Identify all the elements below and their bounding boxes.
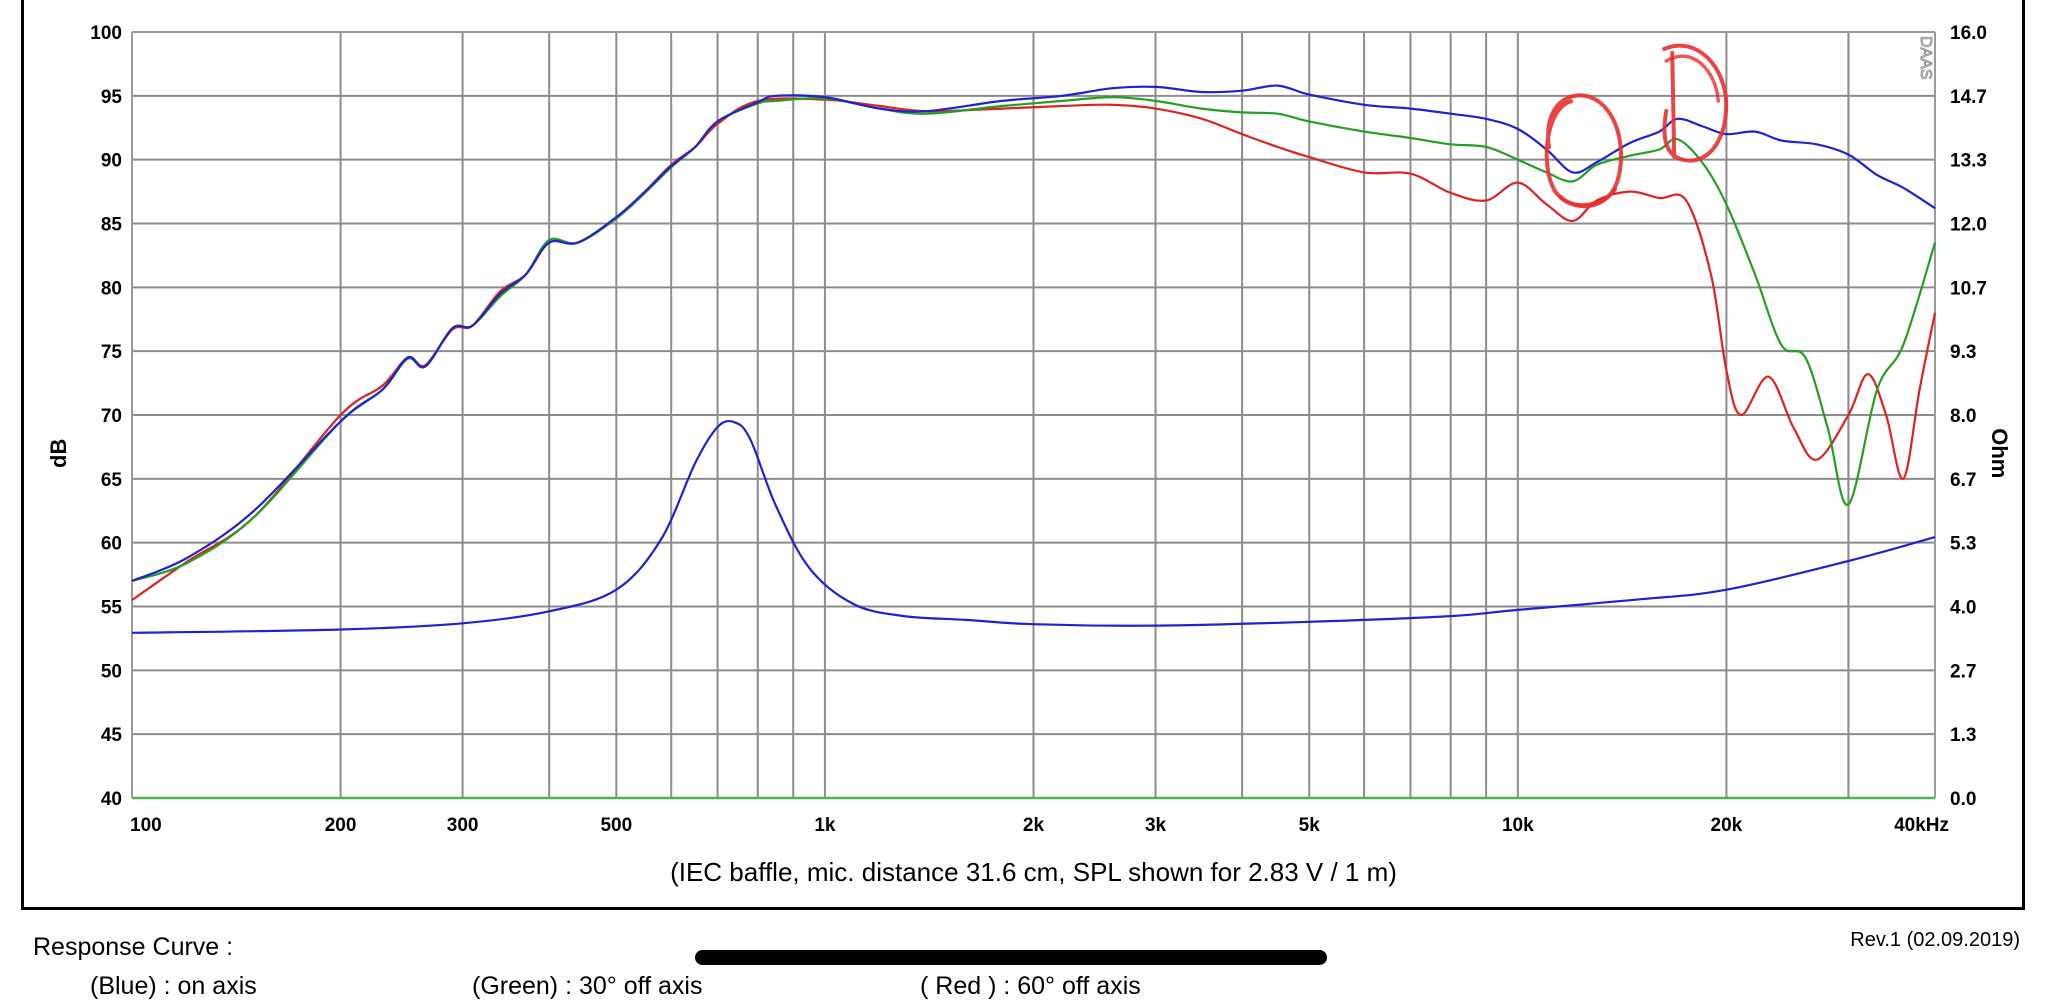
y-tick-label: 55 xyxy=(101,598,123,619)
y-tick-label: 90 xyxy=(101,151,122,172)
y-tick-label: 80 xyxy=(101,278,122,299)
y2-tick-label: 12.0 xyxy=(1950,215,1987,236)
legend-key: ( Red ) xyxy=(920,972,997,1000)
legend-key: (Green) xyxy=(472,972,559,1000)
tick-labels: 40 45 50 55 60 65 70 75 80 85 90 95 100 0.0 1.3 2.7 4.0 5… xyxy=(90,23,1987,836)
x-tick-label: 1k xyxy=(814,815,836,836)
y-tick-label: 60 xyxy=(101,534,122,555)
y-tick-label: 45 xyxy=(101,725,123,746)
revision-label: Rev.1 (02.09.2019) xyxy=(1850,929,2020,951)
y-tick-label: 75 xyxy=(101,342,123,363)
x-tick-label: 10k xyxy=(1502,815,1534,836)
response-curve-title: Response Curve : xyxy=(33,933,234,961)
series-line-on-axis xyxy=(131,84,1936,583)
legend-item-blue: (Blue) : on axis xyxy=(90,972,257,1001)
plot-border xyxy=(131,31,1936,800)
x-tick-label: 100 xyxy=(130,815,162,836)
y2-axis-title: Ohm xyxy=(1987,428,2012,478)
legend-text: : 30° off axis xyxy=(565,972,703,1000)
legend-text: : 60° off axis xyxy=(1003,972,1141,1000)
legend-item-green: (Green) : 30° off axis xyxy=(472,972,702,1001)
legend-item-red: ( Red ) : 60° off axis xyxy=(920,972,1141,1001)
annotation-loop-mark xyxy=(1662,43,1729,163)
y2-tick-label: 6.7 xyxy=(1950,470,1976,491)
y-tick-label: 70 xyxy=(101,406,122,427)
y2-tick-label: 8.0 xyxy=(1950,406,1976,427)
legend-key: (Blue) xyxy=(90,972,157,1000)
series-line-impedance xyxy=(131,419,1936,634)
y-tick-label: 85 xyxy=(101,215,123,236)
frequency-response-chart: 40 45 50 55 60 65 70 75 80 85 90 95 100 0.0 1.3 2.7 4.0 5… xyxy=(46,23,2012,887)
legend-text: : on axis xyxy=(163,972,257,1000)
y2-tick-label: 9.3 xyxy=(1950,342,1976,363)
y-tick-label: 95 xyxy=(101,87,123,108)
y2-tick-label: 14.7 xyxy=(1950,87,1987,108)
y2-tick-label: 13.3 xyxy=(1950,151,1987,172)
y2-tick-label: 2.7 xyxy=(1950,661,1976,682)
y-tick-label: 100 xyxy=(90,23,122,44)
home-indicator-bar[interactable] xyxy=(695,950,1327,965)
y2-tick-label: 4.0 xyxy=(1950,598,1976,619)
y2-tick-label: 16.0 xyxy=(1950,23,1987,44)
x-tick-label: 200 xyxy=(325,815,357,836)
annotation-circle-mark xyxy=(1544,93,1624,209)
y-axis-title: dB xyxy=(46,439,71,468)
watermark: DAAS xyxy=(1917,36,1934,80)
annotation-layer xyxy=(1544,43,1729,209)
measurement-note: (IEC baffle, mic. distance 31.6 cm, SPL … xyxy=(670,857,1397,887)
y-tick-label: 40 xyxy=(101,789,122,810)
y2-tick-label: 5.3 xyxy=(1950,534,1976,555)
series-layer xyxy=(131,84,1937,634)
y2-tick-label: 0.0 xyxy=(1950,789,1976,810)
x-tick-label: 20k xyxy=(1711,815,1743,836)
y-tick-label: 50 xyxy=(101,661,122,682)
y2-tick-label: 10.7 xyxy=(1950,278,1987,299)
y2-tick-label: 1.3 xyxy=(1950,725,1976,746)
annotation-loop-mark-stroke xyxy=(1664,54,1720,103)
chart-grid xyxy=(132,32,1935,798)
chart-frame: 40 45 50 55 60 65 70 75 80 85 90 95 100 0.0 1.3 2.7 4.0 5… xyxy=(21,0,2025,910)
y-tick-label: 65 xyxy=(101,470,123,491)
x-tick-label: 5k xyxy=(1299,815,1321,836)
x-tick-label: 300 xyxy=(447,815,479,836)
x-tick-label: 2k xyxy=(1023,815,1045,836)
x-tick-label: 3k xyxy=(1145,815,1167,836)
x-tick-label: 500 xyxy=(600,815,632,836)
annotation-circle-mark-stroke xyxy=(1558,187,1617,207)
x-tick-label: 40kHz xyxy=(1894,815,1949,836)
